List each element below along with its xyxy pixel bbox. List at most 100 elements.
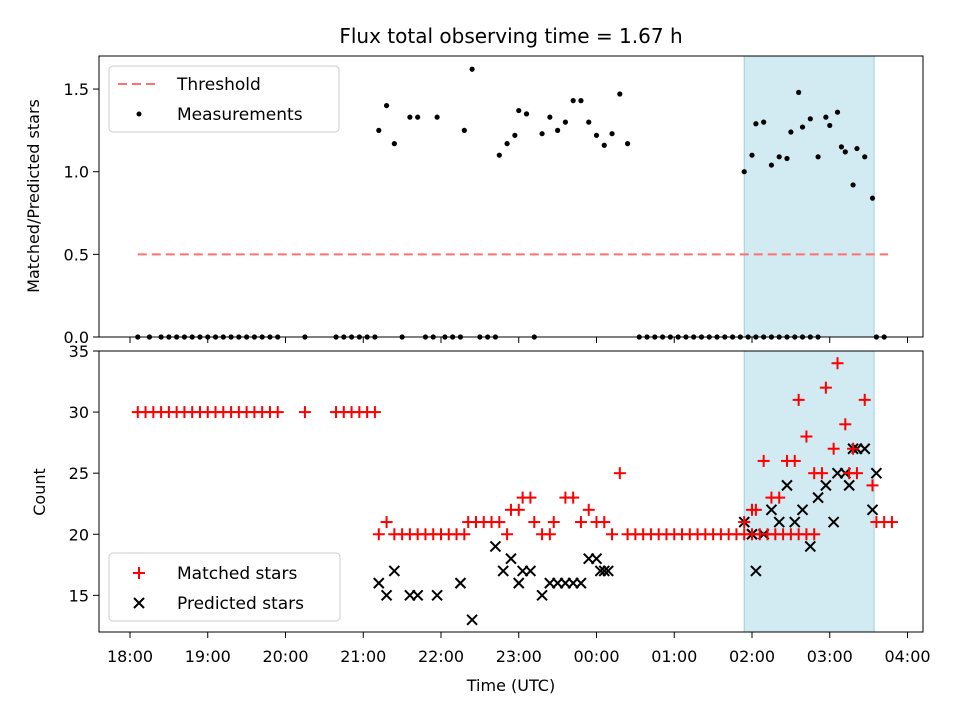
predicted-star-point [524, 565, 537, 577]
measurement-point [862, 154, 868, 160]
chart-title: Flux total observing time = 1.67 h [339, 24, 682, 48]
bottom-y-label: Count [30, 468, 49, 516]
measurement-point [768, 162, 775, 168]
matched-star-point [606, 528, 619, 541]
x-tick-label: 03:00 [807, 647, 853, 666]
measurement-point [512, 132, 518, 138]
x-tick-label: 20:00 [262, 647, 308, 666]
matched-star-point [458, 528, 471, 541]
measurement-point [788, 129, 794, 135]
predicted-star-point [373, 577, 385, 589]
x-tick-label: 18:00 [107, 647, 153, 666]
bottom-legend: Matched stars Predicted stars [108, 552, 341, 622]
top-y-label: Matched/Predicted stars [24, 99, 43, 293]
x-tick-label: 02:00 [729, 647, 775, 666]
matched-star-point [271, 406, 284, 419]
bottom-legend-box [108, 552, 341, 622]
x-tick-label: 23:00 [496, 647, 542, 666]
matched-star-point [850, 467, 863, 480]
measurement-point [741, 169, 747, 175]
predicted-star-point [843, 479, 855, 492]
matched-star-point [598, 516, 611, 529]
top-panel: 0.0 0.5 1.0 1.5 Matched/Predicted stars Thr… [24, 55, 924, 347]
predicted-stars-points [373, 443, 883, 626]
x-tick-label: 22:00 [418, 647, 464, 666]
y-tick-label: 35 [69, 342, 89, 361]
matched-star-point [512, 503, 525, 516]
x-tick-label: 19:00 [185, 647, 231, 666]
measurement-point [854, 145, 860, 152]
x-tick-label: 04:00 [884, 647, 930, 666]
x-tick-label: 00:00 [573, 647, 619, 666]
matched-star-point [819, 381, 832, 394]
top-x-ticks [129, 337, 908, 343]
matched-star-point [372, 528, 385, 541]
bottom-y-ticks: 15 20 25 30 35 [69, 342, 99, 605]
matched-star-point [831, 357, 844, 370]
measurement-point [601, 142, 607, 148]
matched-star-point [800, 430, 813, 443]
measurement-point [383, 102, 390, 109]
y-tick-label: 15 [69, 586, 89, 605]
y-tick-label: 25 [69, 464, 89, 483]
measurement-point [496, 152, 502, 158]
matched-star-point [567, 491, 580, 504]
predicted-star-point [602, 565, 614, 577]
predicted-star-point [765, 504, 778, 516]
measurement-point [842, 149, 848, 155]
y-tick-label: 30 [69, 403, 89, 422]
measurement-point [434, 114, 440, 120]
measurement-point [850, 182, 856, 188]
y-tick-label: 0.5 [64, 245, 89, 264]
predicted-star-point [827, 516, 840, 528]
predicted-star-point [870, 467, 883, 479]
y-tick-label: 1.0 [64, 163, 89, 182]
matched-star-point [847, 442, 860, 455]
measurement-point [807, 116, 813, 122]
predicted-star-point [431, 589, 443, 602]
top-legend-box [108, 65, 340, 133]
measurement-point [415, 114, 421, 120]
matched-star-point [749, 503, 762, 516]
measurement-point [407, 114, 413, 120]
matched-star-point [839, 418, 852, 431]
x-axis-label: Time (UTC) [466, 676, 555, 695]
matched-star-point [582, 503, 595, 516]
predicted-star-point [796, 504, 809, 516]
legend-predicted-label: Predicted stars [177, 594, 304, 614]
predicted-star-point [750, 565, 762, 577]
matched-star-point [885, 516, 898, 529]
predicted-star-point [590, 552, 603, 565]
measurement-point [834, 109, 841, 115]
measurement-point [784, 155, 790, 162]
predicted-star-point [575, 577, 587, 589]
predicted-star-point [380, 589, 393, 602]
measurement-point [391, 141, 397, 147]
matched-star-point [493, 516, 506, 529]
predicted-star-point [820, 479, 832, 492]
matched-star-point [757, 454, 770, 467]
predicted-star-point [859, 443, 871, 455]
predicted-star-point [454, 577, 467, 589]
predicted-star-point [866, 504, 879, 516]
legend-measurements-label: Measurements [177, 105, 303, 125]
predicted-star-point [497, 565, 509, 577]
matched-star-point [792, 393, 805, 406]
measurement-point [555, 127, 561, 133]
measurement-point [539, 131, 545, 137]
matched-star-point [380, 516, 393, 529]
measurement-point [586, 119, 592, 125]
measurement-point [570, 98, 576, 104]
predicted-star-point [388, 565, 401, 577]
measurement-point [823, 114, 829, 120]
measurement-point [869, 195, 876, 201]
measurement-point [749, 152, 755, 158]
matched-star-point [368, 406, 381, 419]
predicted-star-point [812, 491, 824, 504]
predicted-star-point [513, 577, 525, 589]
predicted-star-point [411, 589, 424, 602]
measurement-point [516, 107, 522, 114]
highlight-span-bottom [743, 350, 875, 633]
highlight-span-top [743, 55, 875, 338]
matched-star-point [827, 442, 840, 455]
